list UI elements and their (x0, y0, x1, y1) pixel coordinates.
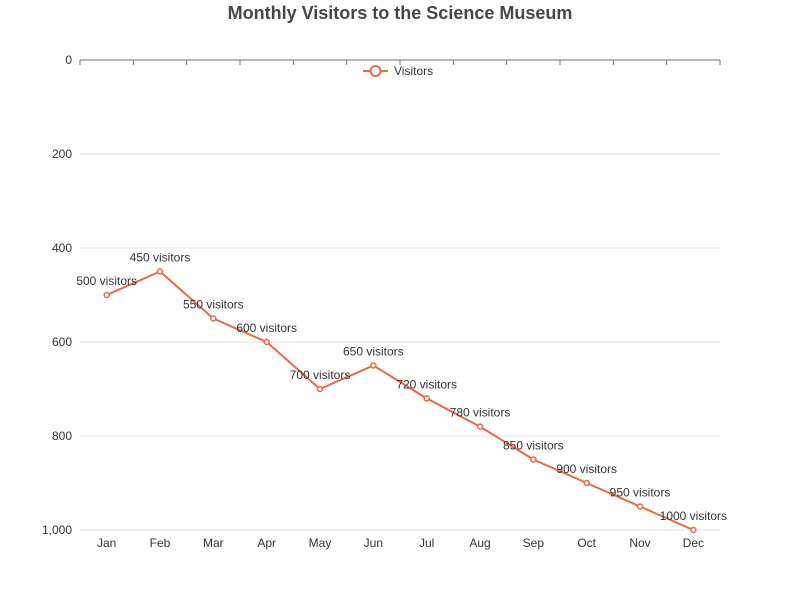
data-point[interactable] (530, 456, 537, 463)
series-layer (103, 268, 697, 534)
data-labels: 500 visitors 450 visitors 550 visitors 600 … (76, 251, 727, 524)
series-line (106, 270, 694, 531)
legend[interactable]: Visitors (363, 64, 433, 78)
x-tick-label: Jun (364, 536, 383, 550)
axes: 0 200 400 600 800 1,000 Jan Feb Mar Apr May Jun Jul A… (42, 53, 721, 550)
data-point[interactable] (690, 526, 697, 534)
data-label: 550 visitors (183, 298, 244, 312)
grid-lines (80, 153, 720, 531)
x-tick-label: Dec (683, 536, 704, 550)
x-tick-label: Oct (577, 536, 596, 550)
data-label: 500 visitors (76, 274, 137, 288)
data-label: 950 visitors (610, 486, 671, 500)
y-tick-label: 1,000 (42, 523, 72, 537)
data-label: 700 visitors (290, 368, 351, 382)
x-tick-label: Mar (203, 536, 224, 550)
data-point[interactable] (583, 479, 590, 487)
y-tick-label: 800 (52, 429, 72, 443)
data-label: 780 visitors (450, 406, 511, 420)
data-label: 1000 visitors (660, 509, 727, 523)
x-tick-label: Sep (523, 536, 545, 550)
y-tick-label: 200 (52, 147, 72, 161)
x-tick-label: Jan (97, 536, 116, 550)
y-tick-label: 600 (52, 335, 72, 349)
data-label: 650 visitors (343, 345, 404, 359)
data-point[interactable] (370, 362, 377, 369)
data-label: 450 visitors (130, 251, 191, 265)
x-tick-label: Nov (629, 536, 650, 550)
data-point[interactable] (156, 268, 164, 275)
x-tick-label: Apr (257, 536, 276, 550)
data-point[interactable] (316, 385, 324, 393)
legend-item[interactable]: Visitors (363, 64, 433, 78)
data-label: 600 visitors (236, 321, 297, 335)
legend-label: Visitors (394, 64, 433, 78)
data-point[interactable] (263, 338, 270, 346)
data-point[interactable] (423, 395, 430, 402)
data-label: 850 visitors (503, 439, 564, 453)
x-tick-label: Jul (419, 536, 434, 550)
data-point[interactable] (210, 315, 217, 322)
legend-marker-icon (369, 65, 382, 77)
data-point[interactable] (103, 291, 110, 299)
data-point[interactable] (636, 503, 644, 510)
data-label: 900 visitors (556, 462, 617, 476)
x-tick-label: May (309, 536, 332, 550)
data-label: 720 visitors (396, 377, 457, 391)
data-point[interactable] (476, 423, 484, 430)
chart-title: Monthly Visitors to the Science Museum (228, 3, 573, 23)
x-tick-label: Aug (469, 536, 490, 550)
x-tick-label: Feb (150, 536, 171, 550)
y-tick-label: 0 (65, 53, 72, 67)
y-tick-label: 400 (52, 241, 72, 255)
